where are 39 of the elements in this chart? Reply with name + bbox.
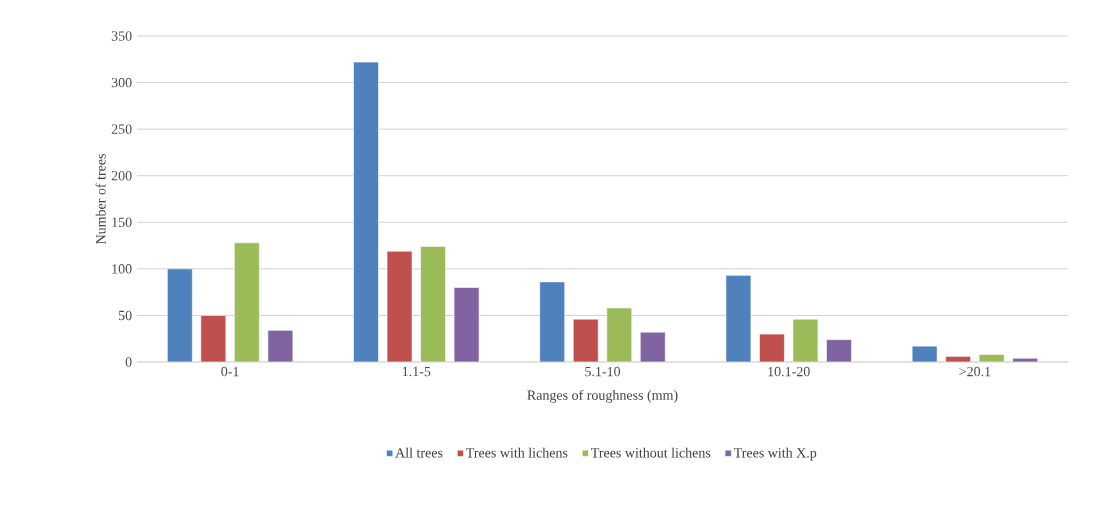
bar — [267, 330, 294, 363]
y-tick-label: 0 — [125, 357, 132, 367]
bar — [639, 331, 666, 363]
bar — [167, 268, 193, 363]
y-tick-label: 100 — [112, 264, 132, 274]
legend-label: Trees with lichens — [466, 447, 568, 458]
bar — [234, 242, 260, 363]
y-tick-label: 250 — [111, 124, 132, 134]
x-tick-label: 0-1 — [221, 366, 239, 377]
bar — [911, 345, 938, 363]
x-axis-title: Ranges of roughness (mm) — [527, 389, 678, 403]
x-tick-label: 5.1-10 — [585, 366, 621, 377]
y-tick-label: 50 — [118, 310, 132, 321]
y-tick-label: 300 — [111, 77, 132, 88]
bar — [725, 275, 752, 363]
legend-label: All trees — [395, 447, 443, 458]
y-axis-title: Number of trees — [95, 154, 106, 245]
bar — [386, 250, 413, 363]
bar — [945, 356, 971, 363]
bar — [572, 318, 599, 363]
x-tick-label: >20.1 — [959, 366, 991, 377]
bar — [200, 315, 227, 363]
legend-label: Trees without lichens — [591, 447, 711, 458]
bar — [792, 318, 819, 363]
y-tick-label: 200 — [111, 170, 132, 181]
x-tick-label: 10.1-20 — [768, 366, 810, 377]
bar — [1012, 357, 1038, 363]
bar — [826, 339, 852, 363]
bar — [453, 287, 480, 363]
y-tick-label: 150 — [112, 217, 132, 227]
x-tick-label: 1.1-5 — [402, 366, 431, 377]
bar — [539, 281, 566, 363]
bar — [420, 246, 446, 363]
y-tick-label: 350 — [111, 31, 132, 41]
bar — [759, 333, 785, 363]
bar — [606, 307, 633, 363]
legend-label: Trees with X.p — [733, 447, 817, 461]
bar — [978, 354, 1005, 363]
bar — [353, 61, 379, 363]
